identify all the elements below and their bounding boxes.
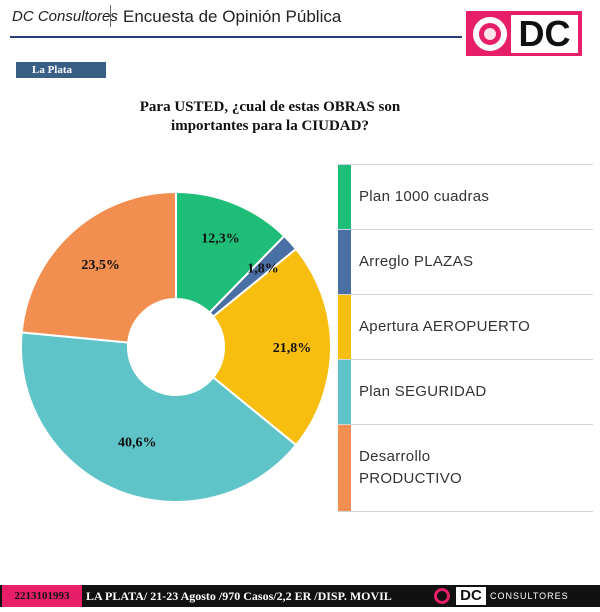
footer-logo: DC CONSULTORES [434, 587, 598, 605]
legend-swatch [338, 425, 351, 511]
footer: 2213101993 LA PLATA/ 21-23 Agosto /970 C… [0, 585, 600, 607]
legend: Plan 1000 cuadras Arreglo PLAZAS Apertur… [338, 164, 593, 512]
legend-item: Plan 1000 cuadras [338, 164, 593, 229]
footer-info: LA PLATA/ 21-23 Agosto /970 Casos/2,2 ER… [86, 589, 392, 603]
logo-text: DC [511, 15, 578, 53]
slice-data-label: 12,3% [201, 232, 240, 247]
donut-slice [20, 331, 298, 503]
footer-logo-dc: DC [456, 587, 486, 605]
header-separator [110, 5, 111, 27]
brand-name: DC Consultores [12, 8, 118, 25]
chart-question: Para USTED, ¿cual de estas OBRAS son imp… [139, 99, 401, 134]
dc-logo: DC [466, 11, 582, 56]
location-tag: La Plata [16, 62, 106, 78]
footer-logo-consultores: CONSULTORES [490, 591, 569, 601]
legend-item: Arreglo PLAZAS [338, 229, 593, 294]
legend-label: Plan SEGURIDAD [359, 383, 487, 400]
header: DC Consultores Encuesta de Opinión Públi… [0, 0, 600, 60]
legend-item: Plan SEGURIDAD [338, 359, 593, 424]
header-rule [10, 36, 462, 38]
legend-item: Apertura AEROPUERTO [338, 294, 593, 359]
legend-swatch [338, 165, 351, 229]
slice-data-label: 40,6% [118, 435, 157, 450]
page-title: Encuesta de Opinión Pública [123, 7, 342, 26]
legend-label: Arreglo PLAZAS [359, 253, 474, 270]
donut-slice [211, 247, 332, 447]
legend-swatch [338, 360, 351, 424]
donut-slice [20, 190, 177, 344]
slice-data-label: 1,8% [247, 261, 279, 276]
slice-data-label: 21,8% [273, 341, 312, 356]
legend-label: Desarrollo PRODUCTIVO [359, 448, 463, 487]
donut-slice [175, 190, 286, 315]
legend-item: Desarrollo PRODUCTIVO [338, 424, 593, 512]
slice-data-label: 23,5% [81, 258, 120, 273]
logo-ring-icon [473, 17, 507, 51]
legend-swatch [338, 230, 351, 294]
legend-label: Apertura AEROPUERTO [359, 318, 531, 335]
footer-ring-icon [434, 588, 450, 604]
legend-swatch [338, 295, 351, 359]
legend-label: Plan 1000 cuadras [359, 188, 490, 205]
footer-code: 2213101993 [2, 585, 82, 607]
